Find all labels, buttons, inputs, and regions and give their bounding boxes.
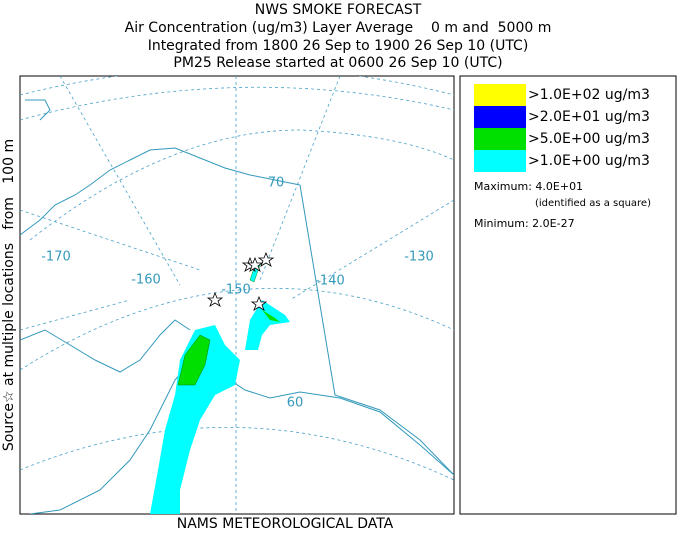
- map-label: 60: [287, 396, 304, 411]
- coastline: [25, 99, 51, 121]
- legend-swatch: [474, 106, 526, 128]
- coastline: [20, 319, 191, 373]
- legend-swatch: [474, 84, 526, 106]
- legend-label: >1.0E+02 ug/m3: [528, 87, 650, 103]
- maximum-note: (identified as a square): [535, 198, 651, 209]
- footer: NAMS METEOROLOGICAL DATA: [177, 516, 394, 532]
- coastline: [20, 147, 301, 236]
- map-label: -150: [221, 283, 251, 298]
- subtitle: Integrated from 1800 26 Sep to 1900 26 S…: [148, 38, 529, 54]
- maximum: Maximum: 4.0E+01: [474, 180, 583, 193]
- legend-label: >5.0E+00 ug/m3: [528, 131, 650, 147]
- legend: Maximum: 4.0E+01 (identified as a square…: [459, 75, 677, 515]
- map-label: -140: [315, 274, 345, 289]
- legend-swatch: [474, 128, 526, 150]
- subtitle: PM25 Release started at 0600 26 Sep 10 (…: [173, 55, 502, 71]
- plume: [245, 300, 290, 350]
- side-label: Source☆ at multiple locations from 100 m: [1, 139, 17, 451]
- legend-swatch: [474, 150, 526, 172]
- plume-core: [177, 334, 211, 386]
- plume: [150, 325, 240, 514]
- map-label: 70: [268, 176, 285, 191]
- map-label: -130: [404, 250, 434, 265]
- graticule: [20, 76, 454, 514]
- title: NWS SMOKE FORECAST: [255, 2, 422, 18]
- map: -170 -160 -150 -140 -130 70 60: [19, 75, 455, 515]
- legend-label: >2.0E+01 ug/m3: [528, 109, 650, 125]
- minimum: Minimum: 2.0E-27: [474, 217, 575, 230]
- legend-label: >1.0E+00 ug/m3: [528, 153, 650, 169]
- map-label: -160: [131, 273, 161, 288]
- sources: [206, 251, 275, 311]
- border: [299, 184, 454, 476]
- map-label: -170: [41, 250, 71, 265]
- subtitle: Air Concentration (ug/m3) Layer Average …: [125, 20, 552, 36]
- plume-core: [262, 310, 280, 322]
- map-frame: [19, 75, 455, 515]
